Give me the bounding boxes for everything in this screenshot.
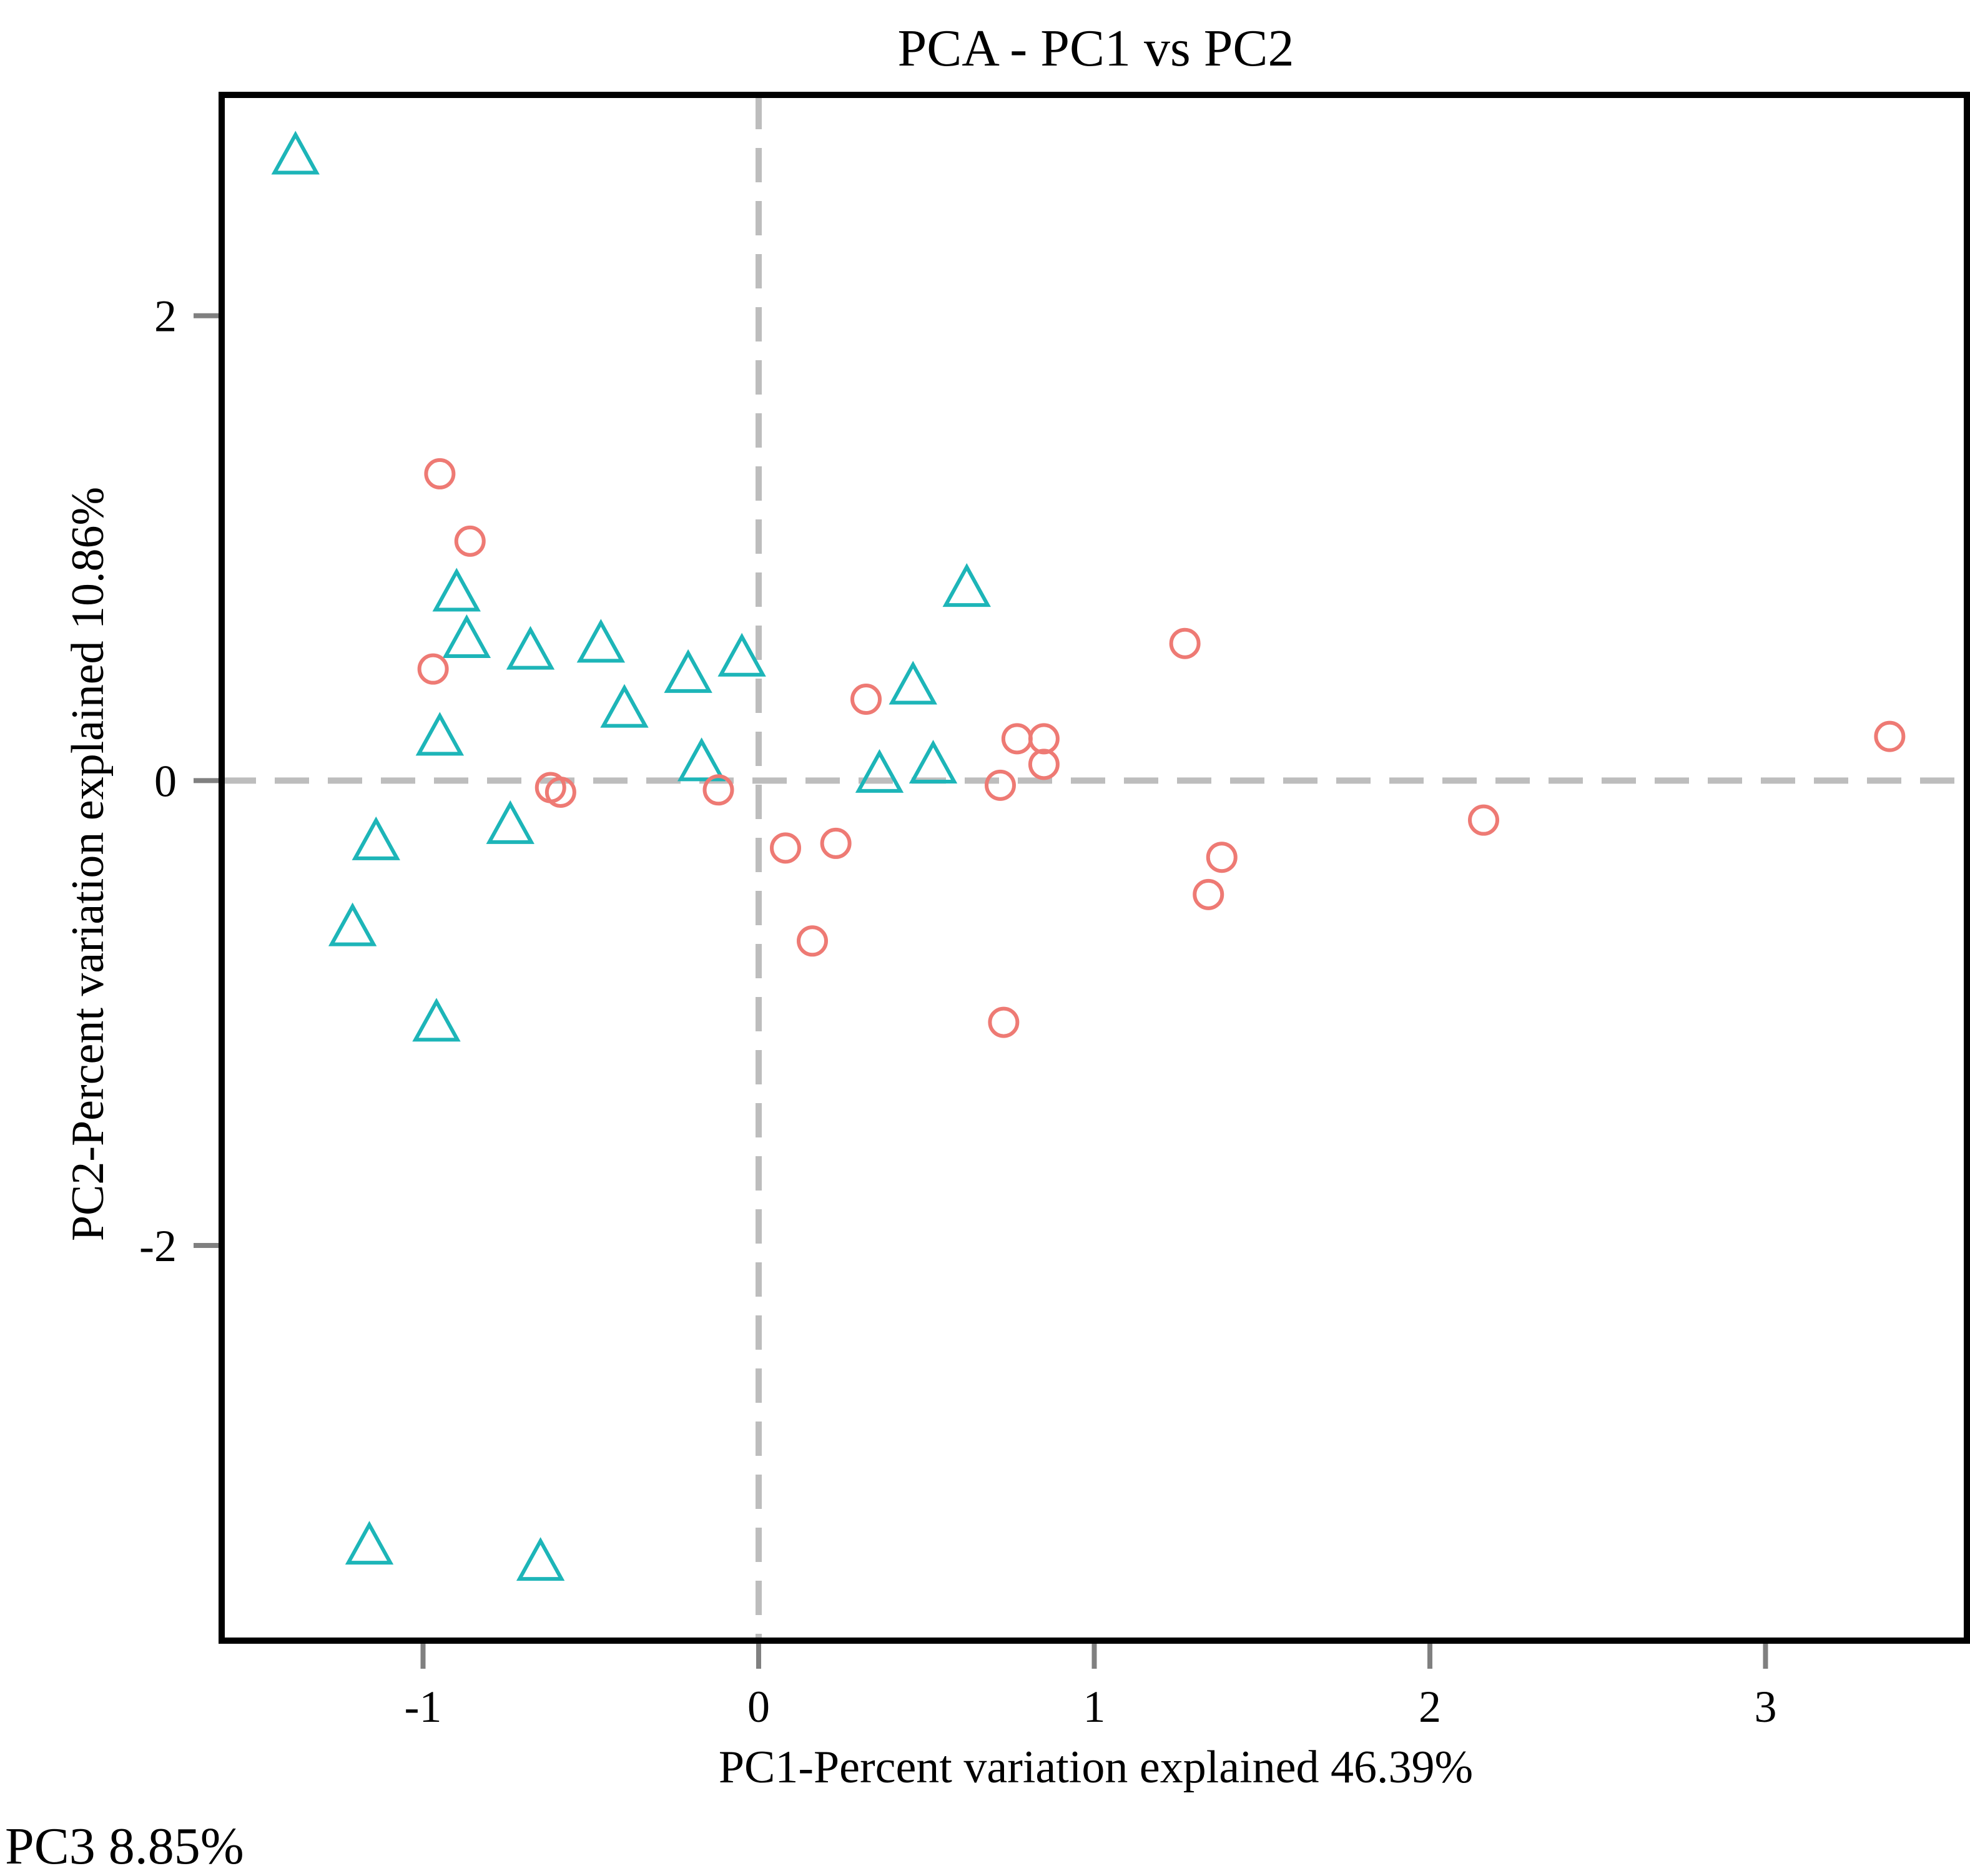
triangle-point xyxy=(516,1537,565,1581)
triangle-point xyxy=(442,614,491,658)
x-axis-label: PC1-Percent variation explained 46.39% xyxy=(719,1742,1473,1793)
circle-point xyxy=(797,925,828,957)
triangle-point xyxy=(415,712,465,756)
reference-lines xyxy=(222,95,1967,1641)
circle-point xyxy=(424,458,456,489)
circle-point xyxy=(988,1006,1020,1038)
triangle-point xyxy=(664,649,712,693)
x-tick-label: 3 xyxy=(1755,1682,1777,1732)
circle-point xyxy=(1193,878,1224,910)
triangle-point xyxy=(352,816,400,860)
x-tick-label: -1 xyxy=(405,1682,442,1732)
circle-point xyxy=(1874,720,1906,752)
circle-point xyxy=(1169,627,1201,659)
circle-point xyxy=(1028,723,1060,755)
circle-point xyxy=(454,525,486,557)
triangle-point xyxy=(600,684,649,728)
triangle-point xyxy=(506,626,555,670)
y-tick-label: -2 xyxy=(139,1221,177,1271)
circle-point xyxy=(1028,749,1060,780)
triangle-point xyxy=(432,567,481,612)
triangle-point xyxy=(889,661,937,705)
y-tick-label: 0 xyxy=(154,756,177,806)
pc3-footnote: PC3 8.85% xyxy=(5,1817,244,1875)
circle-point xyxy=(1468,804,1499,836)
triangle-point xyxy=(412,998,461,1042)
triangle-point xyxy=(576,619,626,663)
axis-ticks: -1 0 1 2 3 -2 0 2 xyxy=(139,292,1776,1732)
x-tick-label: 0 xyxy=(747,1682,770,1732)
data-points xyxy=(271,130,1906,1581)
circle-point xyxy=(1206,842,1238,873)
x-tick-label: 2 xyxy=(1419,1682,1441,1732)
chart-title: PCA - PC1 vs PC2 xyxy=(898,19,1294,77)
triangle-point xyxy=(328,902,377,946)
plot-frame xyxy=(219,92,1970,1644)
triangle-point xyxy=(717,632,766,677)
circle-point xyxy=(544,776,576,808)
triangle-point xyxy=(942,563,991,607)
circle-point xyxy=(770,832,801,864)
y-axis-label: PC2-Percent variation explained 10.86% xyxy=(62,487,114,1241)
triangle-point xyxy=(345,1521,394,1565)
circle-point xyxy=(417,653,449,685)
circle-point xyxy=(985,769,1016,801)
triangle-point xyxy=(855,749,904,793)
triangle-point xyxy=(909,740,958,784)
y-tick-label: 2 xyxy=(154,292,177,341)
circle-point xyxy=(1001,723,1033,755)
circle-point xyxy=(820,827,852,859)
triangle-point xyxy=(677,737,726,782)
triangle-point xyxy=(271,130,320,175)
triangle-point xyxy=(486,800,534,844)
circle-point xyxy=(850,684,882,715)
circle-point xyxy=(702,774,734,806)
x-tick-label: 1 xyxy=(1083,1682,1106,1732)
